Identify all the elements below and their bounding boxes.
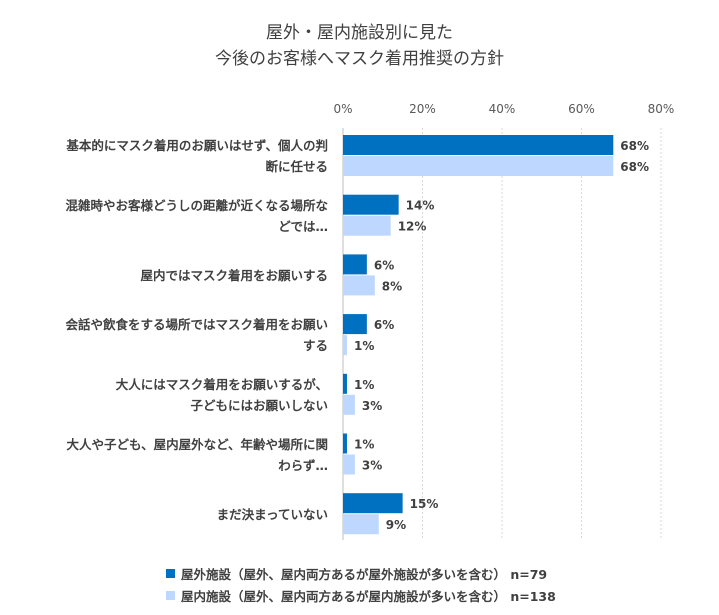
category-label-line: まだ決まっていない (216, 506, 328, 522)
data-label: 3% (362, 399, 382, 413)
data-label: 12% (398, 220, 427, 234)
data-label: 9% (386, 518, 406, 532)
bar-indoor (343, 394, 355, 415)
bar-outdoor (343, 135, 614, 155)
category-label-line: 会話や飲食をする場所ではマスク着用をお願い (65, 317, 328, 333)
category-label: まだ決まっていない (8, 504, 328, 525)
legend-label-outdoor: 屋外施設（屋外、屋内両方あるが屋外施設が多いを含む） n=79 (181, 566, 548, 582)
data-label: 6% (374, 258, 394, 272)
category-label: 屋内ではマスク着用をお願いする (8, 265, 328, 286)
category-label-line: する (302, 338, 328, 354)
category-label-line: 屋内ではマスク着用をお願いする (140, 267, 328, 283)
bar-outdoor (343, 194, 399, 215)
legend: 屋外施設（屋外、屋内両方あるが屋外施設が多いを含む） n=79 屋内施設（屋外、… (166, 562, 556, 606)
bar-outdoor (343, 493, 403, 514)
legend-swatch-outdoor (166, 568, 175, 578)
legend-swatch-indoor (166, 590, 175, 600)
data-label: 68% (620, 160, 649, 174)
bar-outdoor (343, 254, 367, 275)
category-label-line: 子どもにはお願いしない (190, 397, 328, 413)
data-label: 8% (382, 279, 402, 293)
legend-label-indoor: 屋内施設（屋外、屋内両方あるが屋内施設が多いを含む） n=138 (181, 588, 556, 604)
category-label-line: 基本的にマスク着用のお願いはせず、個人の判 (66, 138, 328, 153)
bar-indoor (343, 335, 347, 356)
data-label: 6% (374, 318, 394, 332)
chart-title-line-2: 今後のお客様へマスク着用推奨の方針 (215, 49, 504, 69)
category-label: 大人や子ども、屋内屋外など、年齢や場所に関わらず… (8, 434, 328, 476)
bar-outdoor (343, 314, 367, 335)
data-label: 15% (410, 497, 439, 511)
bar-indoor (343, 215, 391, 236)
category-label: 混雑時やお客様どうしの距離が近くなる場所などでは… (8, 195, 328, 237)
legend-item-indoor: 屋内施設（屋外、屋内両方あるが屋内施設が多いを含む） n=138 (166, 584, 556, 606)
data-label: 1% (354, 378, 374, 392)
category-label-line: 混雑時やお客様どうしの距離が近くなる場所な (65, 197, 328, 213)
bar-indoor (343, 275, 375, 296)
category-label: 基本的にマスク着用のお願いはせず、個人の判断に任せる (8, 135, 328, 177)
category-label-line: どでは… (278, 218, 328, 234)
bar-indoor (343, 156, 614, 176)
data-label: 68% (620, 139, 649, 153)
data-label: 1% (354, 339, 374, 353)
category-label: 会話や飲食をする場所ではマスク着用をお願いする (8, 314, 328, 356)
bar-indoor (343, 454, 355, 475)
bar-outdoor (343, 433, 347, 454)
category-label-line: わらず… (278, 457, 328, 473)
legend-item-outdoor: 屋外施設（屋外、屋内両方あるが屋外施設が多いを含む） n=79 (166, 562, 556, 584)
data-label: 3% (362, 459, 382, 473)
x-tick-label: 80% (648, 102, 675, 116)
chart-title-line-1: 屋外・屋内施設別に見た (266, 23, 453, 43)
category-label: 大人にはマスク着用をお願いするが、子どもにはお願いしない (8, 374, 328, 416)
chart-title: 屋外・屋内施設別に見た 今後のお客様へマスク着用推奨の方針 (0, 20, 719, 72)
category-label-line: 大人や子ども、屋内屋外など、年齢や場所に関 (66, 436, 328, 452)
x-tick-label: 60% (568, 102, 595, 116)
data-label: 1% (354, 438, 374, 452)
data-label: 14% (406, 199, 435, 213)
bar-outdoor (343, 373, 347, 394)
bar-indoor (343, 514, 379, 535)
x-tick-label: 0% (333, 102, 352, 116)
category-label-line: 大人にはマスク着用をお願いするが、 (115, 376, 328, 392)
x-tick-label: 40% (489, 102, 516, 116)
x-tick-label: 20% (409, 102, 436, 116)
category-label-line: 断に任せる (265, 159, 328, 174)
